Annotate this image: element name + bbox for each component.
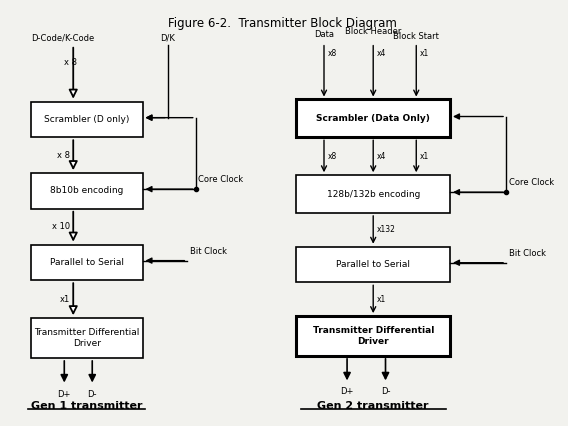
Text: Bit Clock: Bit Clock <box>509 249 546 258</box>
Text: Core Clock: Core Clock <box>198 175 244 184</box>
FancyBboxPatch shape <box>31 173 143 209</box>
Text: D+: D+ <box>57 390 71 399</box>
Text: x 10: x 10 <box>52 222 70 231</box>
Text: x1: x1 <box>377 295 386 304</box>
FancyBboxPatch shape <box>31 318 143 358</box>
Text: Parallel to Serial: Parallel to Serial <box>336 260 410 269</box>
Text: Gen 1 transmitter: Gen 1 transmitter <box>31 400 143 411</box>
Text: D-Code/K-Code: D-Code/K-Code <box>31 34 94 43</box>
FancyBboxPatch shape <box>296 175 450 213</box>
Text: x 8: x 8 <box>57 151 70 160</box>
Text: 8b10b encoding: 8b10b encoding <box>50 187 123 196</box>
Text: x132: x132 <box>377 225 396 234</box>
Text: D/K: D/K <box>160 34 175 43</box>
Text: x8: x8 <box>328 152 337 161</box>
Text: Figure 6-2.  Transmitter Block Diagram: Figure 6-2. Transmitter Block Diagram <box>168 17 397 31</box>
Text: D-: D- <box>381 388 390 397</box>
Text: D+: D+ <box>340 388 354 397</box>
Text: Scrambler (D only): Scrambler (D only) <box>44 115 130 124</box>
Text: x1: x1 <box>420 49 429 58</box>
Text: Block Start: Block Start <box>393 32 439 40</box>
Text: 128b/132b encoding: 128b/132b encoding <box>327 190 420 199</box>
Text: Scrambler (Data Only): Scrambler (Data Only) <box>316 114 430 123</box>
Text: Gen 2 transmitter: Gen 2 transmitter <box>318 400 429 411</box>
Text: x1: x1 <box>60 295 70 304</box>
FancyBboxPatch shape <box>296 247 450 282</box>
FancyBboxPatch shape <box>296 100 450 137</box>
Text: x1: x1 <box>420 152 429 161</box>
Text: Core Clock: Core Clock <box>509 178 554 187</box>
FancyBboxPatch shape <box>296 316 450 356</box>
Text: Transmitter Differential
Driver: Transmitter Differential Driver <box>312 326 434 345</box>
Text: Parallel to Serial: Parallel to Serial <box>49 258 124 267</box>
Text: Block Header: Block Header <box>345 27 402 36</box>
FancyBboxPatch shape <box>31 101 143 137</box>
FancyBboxPatch shape <box>31 245 143 280</box>
Text: x8: x8 <box>328 49 337 58</box>
Text: Transmitter Differential
Driver: Transmitter Differential Driver <box>34 328 139 348</box>
Text: Data: Data <box>314 29 334 38</box>
Text: x 8: x 8 <box>64 58 77 67</box>
Text: Bit Clock: Bit Clock <box>190 247 227 256</box>
Text: x4: x4 <box>377 49 386 58</box>
Text: x4: x4 <box>377 152 386 161</box>
Text: D-: D- <box>87 390 97 399</box>
